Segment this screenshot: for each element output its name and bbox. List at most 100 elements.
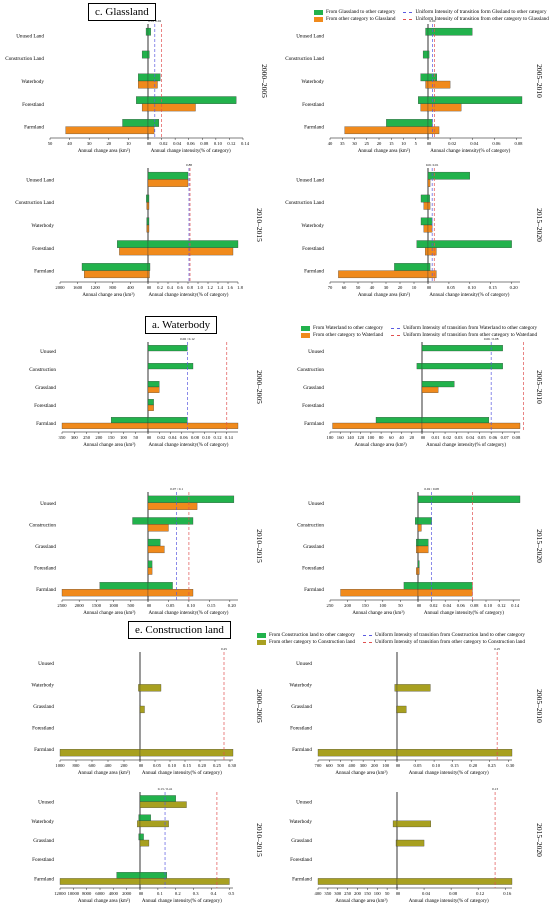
legend-line-blue (391, 328, 401, 329)
bar-intensity-to (427, 179, 431, 187)
area-tick-label: 0 (147, 285, 150, 290)
area-tick-label: 100 (367, 435, 375, 440)
area-tick-label: 60 (389, 435, 394, 440)
area-tick-label: 300 (334, 891, 342, 896)
category-label: Construction (297, 367, 324, 373)
intensity-tick-label: 0.02 (448, 141, 457, 146)
bar-intensity-from (427, 96, 523, 104)
legend-label-from: From Construction land to other category (269, 632, 356, 638)
bar-intensity-to (421, 422, 521, 429)
bar-intensity-from (147, 417, 188, 424)
bar-area-to (61, 589, 149, 597)
intensity-tick-label: 0 (141, 891, 144, 896)
intensity-tick-label: 0.04 (168, 435, 177, 440)
x-axis-title-area: Annual change area (km²) (358, 148, 411, 154)
bar-area-from (415, 517, 419, 525)
bar-intensity-from (421, 417, 490, 424)
category-label: Forestland (32, 857, 54, 863)
bar-intensity-from (421, 381, 455, 388)
bar-intensity-from (427, 263, 431, 271)
intensity-tick-label: 0.06 (457, 603, 466, 608)
uniform-value-label: 0.01 0.01 (426, 163, 439, 167)
area-tick-label: 140 (347, 435, 355, 440)
bar-area-from (386, 119, 429, 127)
period-label: 2000–2005 (255, 689, 264, 723)
category-label: Unused Land (296, 177, 324, 183)
bar-intensity-to (417, 524, 422, 532)
area-tick-label: 0 (139, 763, 142, 768)
bar-intensity-from (421, 363, 503, 370)
bar-area-from (418, 96, 429, 104)
intensity-tick-label: 0 (429, 285, 432, 290)
category-label: Unused (40, 501, 56, 507)
legend-label-to: From other category to Waterland (313, 332, 384, 338)
bar-area-from (99, 582, 149, 590)
chart-panel-2-8: Unused Waterbody Grassland Forestland Farmla… (31, 647, 264, 776)
uniform-value-label: 0.06 / 0.12 (180, 337, 195, 341)
category-label: Construction Land (285, 56, 324, 62)
intensity-tick-label: 0.4 (211, 891, 217, 896)
bar-intensity-from (427, 171, 470, 180)
intensity-tick-label: 0.25 (488, 763, 497, 768)
area-tick-label: 100 (120, 435, 128, 440)
bar-area-to (59, 749, 141, 757)
uniform-value-label: 0.25 (494, 647, 500, 651)
category-label: Farmland (304, 269, 324, 275)
category-label: Farmland (34, 269, 54, 275)
category-label: Farmland (292, 876, 312, 882)
legend-line-red (391, 335, 401, 336)
legend-line-red (403, 19, 413, 20)
category-label: Farmland (34, 876, 54, 882)
category-label: Farmland (36, 421, 56, 427)
intensity-tick-label: 0 (423, 435, 426, 440)
category-label: Farmland (36, 587, 56, 593)
category-label: Farmland (304, 587, 324, 593)
intensity-tick-label: 0.4 (167, 285, 173, 290)
x-axis-title-intensity: Annual change intensity(% of category) (409, 899, 489, 904)
intensity-tick-label: 0.04 (443, 603, 452, 608)
x-axis-title-area: Annual change area (km²) (78, 898, 131, 904)
area-tick-label: 200 (121, 763, 129, 768)
bar-intensity-from (147, 381, 160, 388)
intensity-tick-label: 0 (141, 763, 144, 768)
category-label: Waterbody (31, 682, 54, 688)
bar-area-to (338, 270, 429, 279)
category-label: Waterbody (31, 819, 54, 825)
x-axis-title-area: Annual change area (km²) (83, 442, 136, 448)
area-tick-label: 20 (377, 141, 382, 146)
bar-area-to (420, 103, 429, 112)
category-label: Waterbody (289, 819, 312, 825)
area-tick-label: 1000 (55, 763, 65, 768)
category-label: Farmland (304, 421, 324, 427)
bar-intensity-from (417, 495, 521, 503)
bar-intensity-from (147, 495, 235, 503)
bar-area-from (375, 417, 423, 424)
category-label: Grassland (291, 704, 312, 710)
area-tick-label: 40 (370, 285, 375, 290)
bar-intensity-from (427, 217, 433, 226)
bar-area-to (425, 80, 429, 89)
bar-intensity-to (147, 270, 150, 279)
area-tick-label: 1200 (91, 285, 101, 290)
area-tick-label: 150 (362, 603, 370, 608)
category-label: Forestland (32, 726, 54, 732)
legend-label-uniform-from: Uniform Intensity of transition from Con… (375, 632, 525, 638)
bar-area-to (423, 202, 429, 210)
bar-area-from (146, 217, 149, 226)
bar-intensity-to (139, 749, 234, 757)
area-tick-label: 50 (385, 891, 390, 896)
area-tick-label: 200 (354, 891, 362, 896)
bar-area-to (141, 103, 149, 112)
intensity-tick-label: 0.10 (202, 435, 211, 440)
category-label: Unused (308, 349, 324, 355)
intensity-tick-label: 0.06 (489, 435, 498, 440)
intensity-tick-label: 0.15 (451, 763, 460, 768)
bar-area-to (416, 545, 419, 554)
intensity-tick-label: 0.04 (470, 141, 479, 146)
bar-area-from (122, 119, 149, 127)
legend-label-uniform-to: Uniform Intensity of transition from oth… (403, 332, 538, 338)
category-label: Farmland (34, 747, 54, 753)
category-label: Waterbody (31, 223, 54, 229)
bar-area-from (403, 582, 419, 590)
bar-intensity-from (417, 582, 473, 590)
